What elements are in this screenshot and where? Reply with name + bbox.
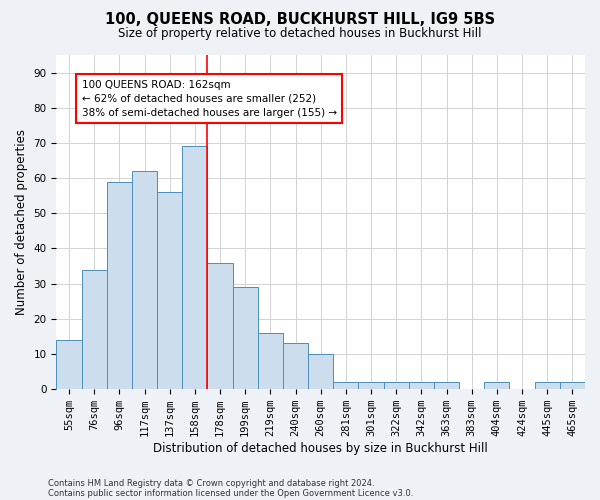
Text: Contains HM Land Registry data © Crown copyright and database right 2024.: Contains HM Land Registry data © Crown c… <box>48 478 374 488</box>
Y-axis label: Number of detached properties: Number of detached properties <box>15 129 28 315</box>
Text: Contains public sector information licensed under the Open Government Licence v3: Contains public sector information licen… <box>48 488 413 498</box>
Bar <box>182 146 208 389</box>
Bar <box>535 382 560 389</box>
Bar <box>107 182 132 389</box>
Bar <box>409 382 434 389</box>
Bar <box>208 262 233 389</box>
Bar <box>484 382 509 389</box>
Bar <box>56 340 82 389</box>
Text: 100 QUEENS ROAD: 162sqm
← 62% of detached houses are smaller (252)
38% of semi-d: 100 QUEENS ROAD: 162sqm ← 62% of detache… <box>82 80 337 118</box>
X-axis label: Distribution of detached houses by size in Buckhurst Hill: Distribution of detached houses by size … <box>154 442 488 455</box>
Bar <box>258 333 283 389</box>
Bar <box>283 344 308 389</box>
Text: Size of property relative to detached houses in Buckhurst Hill: Size of property relative to detached ho… <box>118 28 482 40</box>
Bar <box>157 192 182 389</box>
Bar <box>560 382 585 389</box>
Bar <box>82 270 107 389</box>
Bar <box>434 382 459 389</box>
Text: 100, QUEENS ROAD, BUCKHURST HILL, IG9 5BS: 100, QUEENS ROAD, BUCKHURST HILL, IG9 5B… <box>105 12 495 28</box>
Bar <box>132 171 157 389</box>
Bar <box>308 354 333 389</box>
Bar <box>358 382 383 389</box>
Bar <box>383 382 409 389</box>
Bar <box>333 382 358 389</box>
Bar <box>233 287 258 389</box>
